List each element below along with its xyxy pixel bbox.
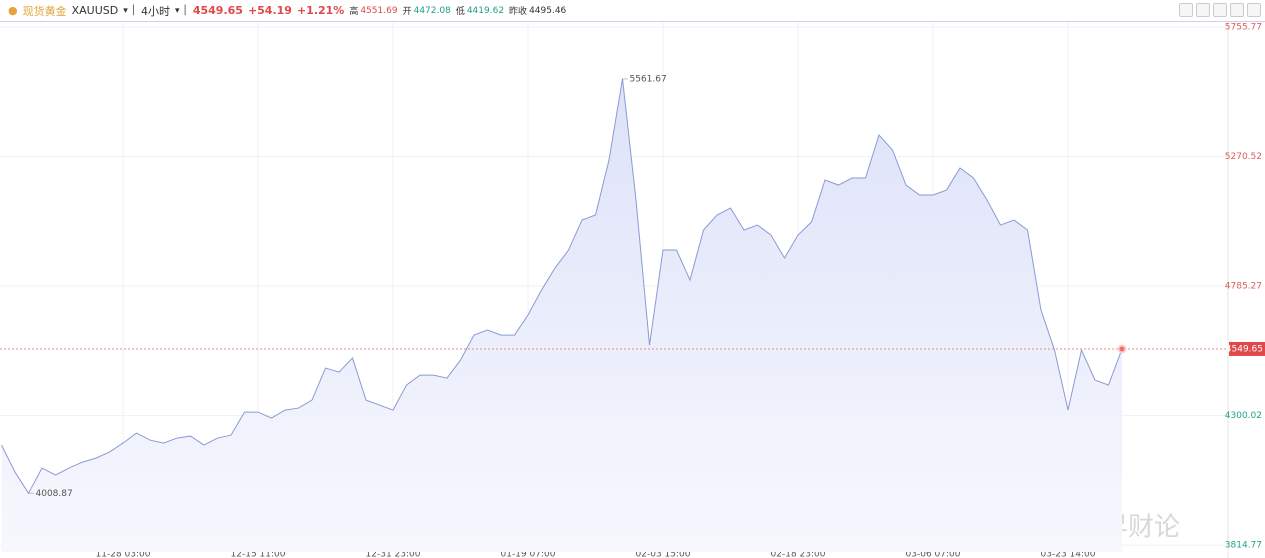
min-label: 4008.87	[36, 489, 73, 499]
x-tick-label: 12-31 23:00	[366, 550, 421, 558]
change-pct: +1.21%	[296, 4, 345, 17]
dropdown[interactable]: ▾ │	[175, 5, 188, 16]
open-label: 开	[402, 7, 412, 17]
tool-button[interactable]	[1196, 3, 1210, 17]
area-fill	[1, 78, 1122, 552]
interval[interactable]: 4小时	[141, 4, 171, 18]
dropdown[interactable]: ▾ │	[123, 5, 137, 16]
price-line	[1, 78, 1123, 495]
x-tick-label: 02-03 15:00	[636, 550, 691, 558]
y-tick-label: 5755.77	[1225, 23, 1262, 33]
x-tick-label: 03-23 14:00	[1041, 550, 1096, 558]
x-tick-label: 11-28 03:00	[96, 550, 151, 558]
tool-button[interactable]	[1179, 3, 1193, 17]
prev: 4495.46	[529, 5, 567, 16]
change: +54.19	[247, 4, 292, 17]
last-price-dot	[1117, 344, 1127, 354]
prev-label: 昨收	[509, 7, 528, 17]
last-price-tag	[1229, 341, 1265, 356]
tool-button[interactable]	[1230, 3, 1244, 17]
tool-button[interactable]	[1213, 3, 1227, 17]
low: 4419.62	[466, 5, 505, 16]
close-button[interactable]	[1247, 3, 1261, 17]
open: 4472.08	[413, 5, 451, 16]
high: 4551.69	[360, 5, 398, 16]
y-tick-label: 4300.02	[1225, 411, 1262, 421]
symbol-code[interactable]: XAUUSD	[71, 4, 119, 17]
y-tick-label: 3814.77	[1225, 541, 1262, 551]
high-label: 高	[349, 7, 359, 17]
price: 4549.65	[192, 4, 243, 17]
x-tick-label: 02-18 23:00	[771, 550, 826, 558]
last-price-label: 4549.65	[1226, 344, 1263, 354]
low-label: 低	[455, 7, 465, 17]
y-tick-label: 5270.52	[1225, 152, 1262, 162]
header: ● 现货黄金 XAUUSD ▾ │ 4小时 ▾ │ 4549.65 +54.19…	[0, 0, 1265, 22]
y-tick-label: 4785.27	[1225, 282, 1262, 292]
x-tick-label: 12-15 11:00	[231, 550, 286, 558]
max-label: 5561.67	[630, 74, 667, 84]
symbol-name[interactable]: 现货黄金	[22, 4, 67, 18]
x-tick-label: 01-19 07:00	[501, 550, 556, 558]
x-tick-label: 03-06 07:00	[906, 550, 961, 558]
symbol-icon: ●	[8, 4, 18, 17]
